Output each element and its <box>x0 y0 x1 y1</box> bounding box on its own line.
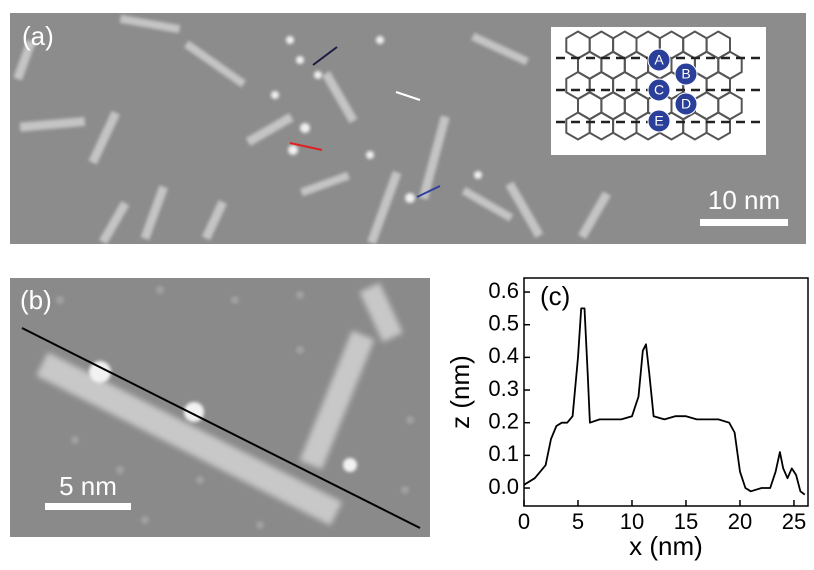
y-tick-label: 0.6 <box>488 278 519 303</box>
site-label: C <box>654 82 664 98</box>
y-tick-label: 0.5 <box>488 311 519 336</box>
site-label: E <box>654 113 663 129</box>
y-tick-label: 0.0 <box>488 474 519 499</box>
figure: A B C D E (a) 10 nm (b) 5 nm (c) x (nm) z (n… <box>0 0 814 565</box>
y-tick-label: 0.4 <box>488 343 519 368</box>
scale-bar-label: 5 nm <box>59 471 117 501</box>
y-axis-label: z (nm) <box>445 355 475 429</box>
profile-line <box>524 308 805 494</box>
scale-bar <box>45 503 131 510</box>
x-axis-label: x (nm) <box>629 531 703 561</box>
scale-bar <box>700 219 788 226</box>
x-tick-label: 20 <box>728 509 752 534</box>
site-label: A <box>654 52 664 68</box>
plot-frame <box>524 278 808 506</box>
y-tick-label: 0.2 <box>488 409 519 434</box>
y-tick-label: 0.3 <box>488 376 519 401</box>
molecule-inset: A B C D E <box>551 27 766 155</box>
panel-label: (b) <box>20 285 52 315</box>
site-label: D <box>681 96 691 112</box>
panel-label: (a) <box>22 21 54 51</box>
site-label: B <box>681 66 690 82</box>
scale-bar-label: 10 nm <box>708 185 780 215</box>
x-tick-label: 15 <box>674 509 698 534</box>
x-tick-label: 25 <box>782 509 806 534</box>
x-tick-label: 0 <box>518 509 530 534</box>
panel-label: (c) <box>540 281 570 311</box>
x-tick-label: 10 <box>620 509 644 534</box>
y-tick-label: 0.1 <box>488 441 519 466</box>
x-tick-label: 5 <box>572 509 584 534</box>
